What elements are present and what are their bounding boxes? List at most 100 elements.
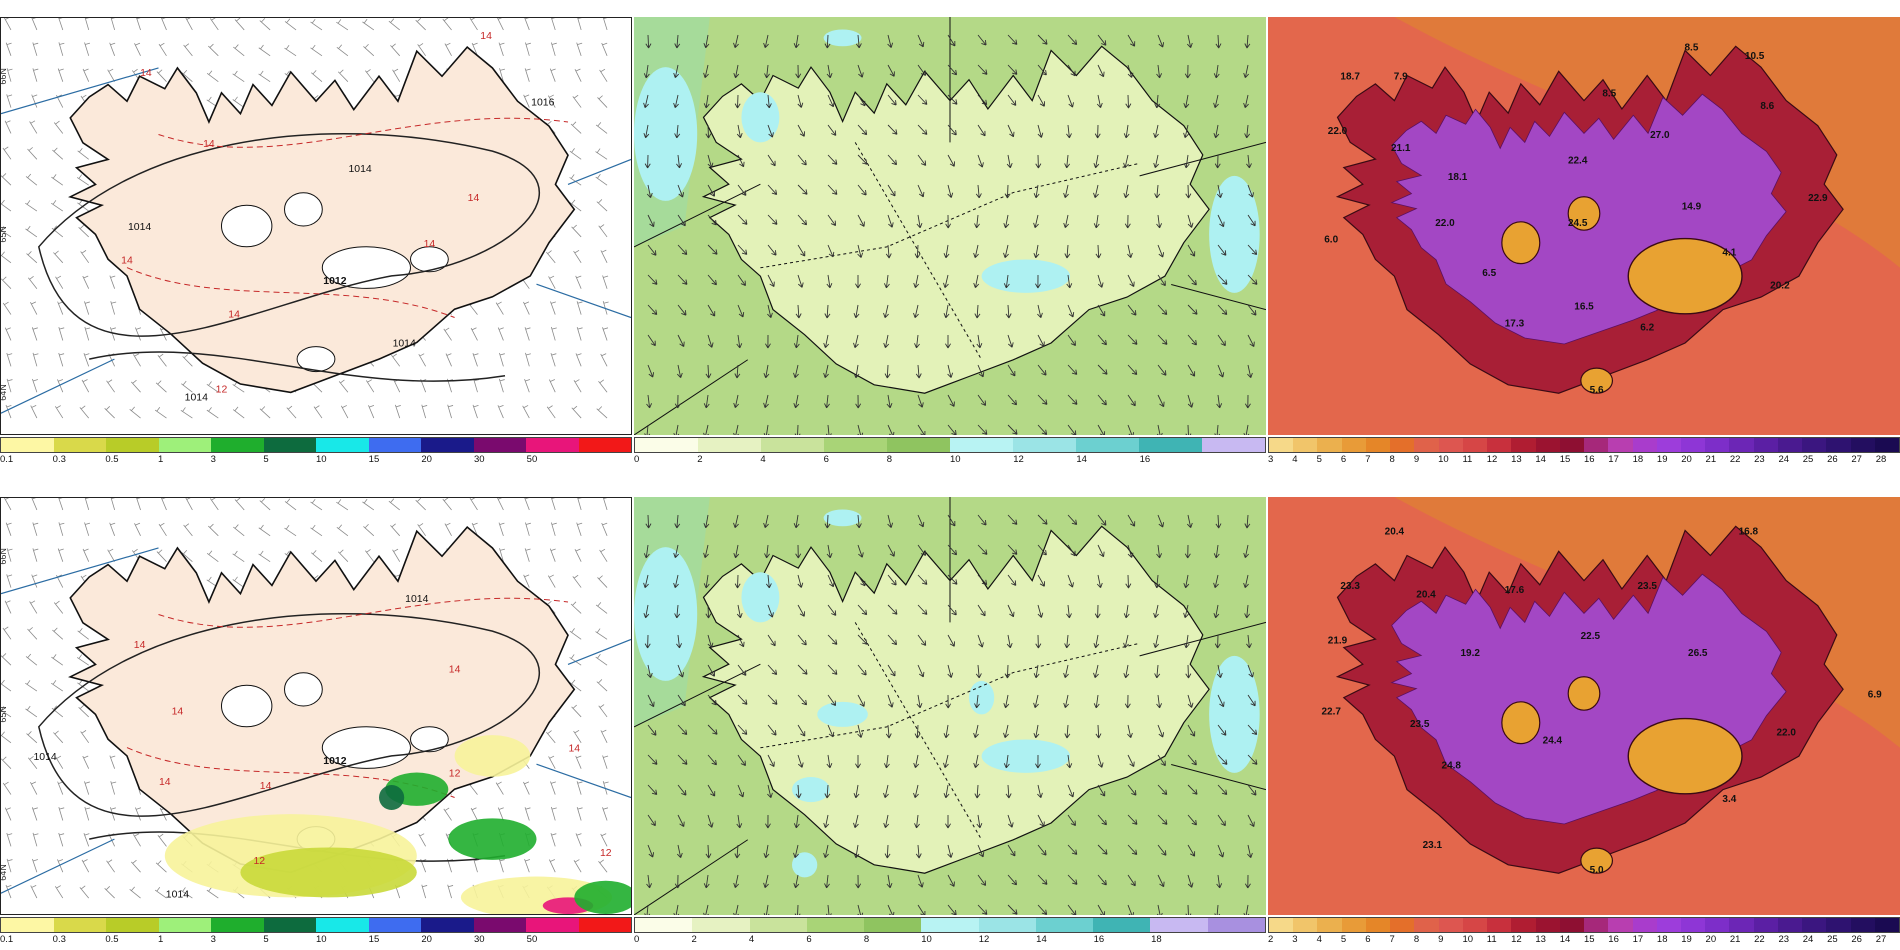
- colorbar-swatch: [921, 918, 979, 932]
- colorbar-tick-label: 2: [691, 934, 697, 945]
- colorbar-swatch: [526, 918, 579, 932]
- colorbar-swatch: [1341, 918, 1366, 932]
- colorbar-tick-label: 10: [950, 454, 961, 465]
- temperature-value-label: 20.2: [1770, 281, 1790, 292]
- glacier-cold-area: [1567, 196, 1601, 231]
- contour-value-label: 1014: [128, 222, 151, 233]
- colorbar-swatch: [1680, 438, 1706, 452]
- temperature-value-label: 23.5: [1410, 719, 1430, 730]
- gust-area: [817, 701, 868, 727]
- colorbar-swatch: [1487, 438, 1512, 452]
- colorbar-swatch: [1826, 438, 1851, 452]
- temperature-value-label: 10.5: [1745, 51, 1765, 62]
- colorbar-swatch: [1, 918, 54, 932]
- temperature-value-label: 22.0: [1777, 727, 1797, 738]
- map-canvas: 20.4 16.8 23.3 20.4 17.6 23.5 21.9 19.2 22.5 26.5…: [1268, 497, 1900, 915]
- colorbar-tick-label: 8: [1389, 454, 1395, 465]
- colorbar-tick-label: 27: [1851, 454, 1862, 465]
- colorbar-tick-label: 7: [1365, 454, 1371, 465]
- colorbar-swatch: [1777, 438, 1803, 452]
- colorbar-tick-label: 8: [886, 454, 893, 465]
- colorbar-swatch: [1850, 438, 1875, 452]
- contour-value-label: 14: [172, 706, 184, 717]
- colorbar-tick-label: 0.1: [0, 454, 14, 465]
- colorbar-temp-top: [1268, 437, 1900, 453]
- colorbar-tick-label: 16: [1139, 454, 1151, 465]
- colorbar-tick-label: 0.5: [105, 934, 119, 945]
- colorbar-tick-label: 1: [158, 934, 164, 945]
- gust-area: [634, 67, 698, 201]
- glacier: [221, 204, 273, 248]
- colorbar-tick-label: 2: [697, 454, 703, 465]
- colorbar-tick-label: 24: [1802, 934, 1814, 945]
- colorbar-tick-label: 22: [1729, 454, 1741, 465]
- colorbar-swatch: [692, 918, 750, 932]
- colorbar-tick-label: 25: [1802, 454, 1814, 465]
- colorbar-tick-label: 50: [526, 934, 538, 945]
- isobar: [37, 613, 541, 817]
- glacier: [321, 726, 411, 769]
- temperature-value-label: 23.5: [1637, 581, 1657, 592]
- colorbar-swatch: [421, 438, 474, 452]
- latitude-label: 65N: [1, 706, 8, 722]
- colorbar-swatch: [1535, 918, 1560, 932]
- colorbar-swatch: [1705, 438, 1730, 452]
- colorbar-swatch: [1414, 438, 1439, 452]
- colorbar-swatch: [1753, 918, 1778, 932]
- colorbar-swatch: [1608, 918, 1633, 932]
- temperature-value-label: 22.0: [1328, 126, 1348, 137]
- gust-area: [1209, 655, 1260, 773]
- colorbar-swatch: [806, 918, 865, 932]
- colorbar-tick-label: 16: [1093, 934, 1105, 945]
- colorbar-wind-top: [634, 437, 1266, 453]
- land-iceland: [701, 525, 1210, 874]
- boundary-line: [1, 547, 631, 894]
- temperature-value-label: 14.9: [1682, 201, 1702, 212]
- boundary-line: [1, 67, 631, 414]
- colorbar-tick-label: 1: [158, 454, 164, 465]
- glacier-cold-area: [1580, 367, 1614, 394]
- contour-value-label: 14: [424, 239, 436, 250]
- colorbar-swatch: [864, 918, 922, 932]
- colorbar-tick-label: 5: [1316, 454, 1322, 465]
- contour-value-label: 12: [600, 848, 612, 859]
- colorbar-tick-label: 15: [368, 934, 380, 945]
- gust-area: [741, 572, 780, 623]
- colorbar-tick-label: 14: [1036, 934, 1047, 945]
- temperature-value-label: 6.0: [1324, 235, 1338, 246]
- temperature-value-label: 23.3: [1340, 581, 1360, 592]
- boundary-line: [634, 497, 1266, 915]
- colorbar-tick-label: 25: [1827, 934, 1838, 945]
- wind-arrows-layer: [643, 514, 1258, 915]
- colorbar-tick-label: 5: [263, 454, 269, 465]
- gust-area: [981, 739, 1071, 773]
- colorbar-tick-label: 12: [1013, 454, 1024, 465]
- temperature-value-label: 17.6: [1505, 585, 1525, 596]
- colorbar-tick-label: 0.1: [0, 934, 14, 945]
- colorbar-tick-label: 21: [1729, 934, 1741, 945]
- wind-arrows-layer: [643, 34, 1258, 435]
- colorbar-tick-label: 0: [634, 934, 640, 945]
- colorbar-tick-label: 10: [316, 934, 327, 945]
- colorbar-tick-label: 26: [1827, 454, 1838, 465]
- colorbar-swatch: [473, 918, 526, 932]
- colorbar-swatch: [887, 438, 950, 452]
- temperature-value-label: 24.8: [1442, 761, 1462, 772]
- colorbar-swatch: [1802, 918, 1827, 932]
- colorbar-swatch: [1487, 918, 1512, 932]
- colorbar-swatch: [1511, 918, 1536, 932]
- colorbar-tick-labels: 0.1 0.3 0.5 1 3 5 10 15 20 30 50: [0, 934, 632, 946]
- map-panel-temp-top: 8.5 10.5 18.7 7.9 8.5 8.6 22.0 21.1 27.0 22.4 18.1…: [1268, 17, 1900, 435]
- latitude-label: 65N: [1, 226, 8, 242]
- colorbar-swatch: [421, 918, 474, 932]
- colorbar-tick-label: 0: [634, 454, 640, 465]
- temperature-value-label: 6.2: [1640, 323, 1654, 334]
- gust-area: [981, 259, 1071, 293]
- colorbar-tick-label: 0.3: [52, 934, 66, 945]
- temperature-value-label: 5.0: [1590, 865, 1604, 876]
- map-canvas: 66N 65N 64N 1012 1014 1014 1014 1014 1016 14 14 14 1…: [1, 18, 631, 434]
- colorbar-swatch: [578, 438, 631, 452]
- contour-value-label: 14: [134, 640, 146, 651]
- colorbar-swatch: [473, 438, 526, 452]
- contour-value-label: 1014: [33, 752, 56, 763]
